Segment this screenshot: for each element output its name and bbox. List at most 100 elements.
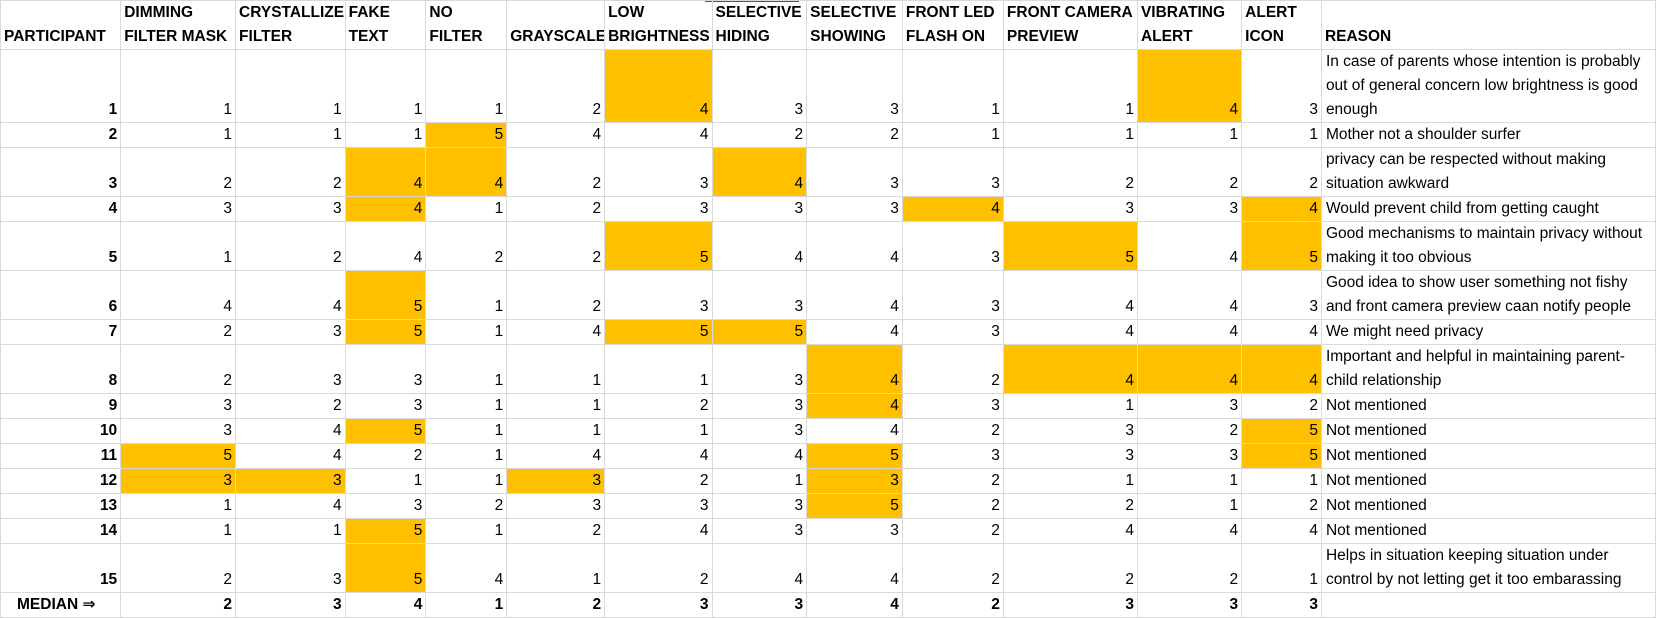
empty-cell[interactable] <box>1320 592 1656 618</box>
column-header[interactable]: ALERT ICON <box>1241 0 1322 50</box>
rating-cell[interactable]: 3 <box>604 493 713 519</box>
rating-cell[interactable]: 1 <box>506 418 606 444</box>
rating-cell[interactable]: 1 <box>1241 468 1322 494</box>
rating-cell[interactable]: 4 <box>235 443 346 469</box>
rating-cell[interactable]: 1 <box>711 468 808 494</box>
rating-cell[interactable]: 3 <box>1002 196 1138 222</box>
rating-cell[interactable]: 4 <box>1136 319 1243 345</box>
rating-cell[interactable]: 4 <box>1002 270 1138 320</box>
rating-cell[interactable]: 4 <box>711 147 808 197</box>
median-cell[interactable]: 3 <box>1136 592 1243 618</box>
rating-cell[interactable]: 4 <box>425 543 508 593</box>
rating-cell[interactable]: 3 <box>120 418 237 444</box>
column-header[interactable]: REASON <box>1320 0 1656 50</box>
participant-cell[interactable]: 10 <box>0 418 122 444</box>
rating-cell[interactable]: 2 <box>1002 493 1138 519</box>
rating-cell[interactable]: 5 <box>806 443 903 469</box>
rating-cell[interactable]: 2 <box>120 319 237 345</box>
rating-cell[interactable]: 1 <box>1002 49 1138 123</box>
rating-cell[interactable]: 1 <box>425 49 508 123</box>
rating-cell[interactable]: 4 <box>604 122 713 148</box>
rating-cell[interactable]: 3 <box>235 468 346 494</box>
reason-cell[interactable]: Not mentioned <box>1320 418 1656 444</box>
rating-cell[interactable]: 4 <box>711 543 808 593</box>
median-cell[interactable]: 2 <box>506 592 606 618</box>
rating-cell[interactable]: 2 <box>506 49 606 123</box>
rating-cell[interactable]: 5 <box>425 122 508 148</box>
column-header[interactable]: FAKE TEXT <box>344 0 427 50</box>
column-header[interactable]: GRAYSCALE <box>506 0 606 50</box>
rating-cell[interactable]: 1 <box>425 393 508 419</box>
rating-cell[interactable]: 2 <box>1136 147 1243 197</box>
rating-cell[interactable]: 1 <box>120 221 237 271</box>
column-header[interactable]: PARTICIPANT <box>0 0 122 50</box>
rating-cell[interactable]: 3 <box>506 468 606 494</box>
rating-cell[interactable]: 1 <box>425 443 508 469</box>
rating-cell[interactable]: 4 <box>806 344 903 394</box>
rating-cell[interactable]: 2 <box>120 147 237 197</box>
rating-cell[interactable]: 3 <box>344 493 427 519</box>
rating-cell[interactable]: 1 <box>344 468 427 494</box>
reason-cell[interactable]: Good idea to show user something not fis… <box>1320 270 1656 320</box>
rating-cell[interactable]: 3 <box>235 543 346 593</box>
participant-cell[interactable]: 2 <box>0 122 122 148</box>
rating-cell[interactable]: 3 <box>806 49 903 123</box>
rating-cell[interactable]: 4 <box>506 319 606 345</box>
rating-cell[interactable]: 2 <box>604 468 713 494</box>
reason-cell[interactable]: Not mentioned <box>1320 518 1656 544</box>
column-header[interactable]: DIMMING FILTER MASK <box>120 0 237 50</box>
reason-cell[interactable]: privacy can be respected without making … <box>1320 147 1656 197</box>
rating-cell[interactable]: 1 <box>120 49 237 123</box>
rating-cell[interactable]: 2 <box>901 543 1004 593</box>
rating-cell[interactable]: 2 <box>901 418 1004 444</box>
rating-cell[interactable]: 1 <box>235 49 346 123</box>
rating-cell[interactable]: 4 <box>235 493 346 519</box>
rating-cell[interactable]: 4 <box>235 418 346 444</box>
rating-cell[interactable]: 5 <box>344 418 427 444</box>
rating-cell[interactable]: 3 <box>806 518 903 544</box>
rating-cell[interactable]: 2 <box>901 518 1004 544</box>
rating-cell[interactable]: 4 <box>344 147 427 197</box>
median-cell[interactable]: 2 <box>120 592 237 618</box>
rating-cell[interactable]: 5 <box>344 543 427 593</box>
rating-cell[interactable]: 2 <box>506 147 606 197</box>
rating-cell[interactable]: 4 <box>1136 221 1243 271</box>
median-label[interactable]: MEDIAN ⇒ <box>0 592 122 618</box>
rating-cell[interactable]: 1 <box>1002 393 1138 419</box>
column-header[interactable]: SELECTIVE SHOWING <box>806 0 903 50</box>
rating-cell[interactable]: 1 <box>120 518 237 544</box>
column-header[interactable]: VIBRATING ALERT <box>1136 0 1243 50</box>
rating-cell[interactable]: 5 <box>1241 418 1322 444</box>
rating-cell[interactable]: 3 <box>1136 393 1243 419</box>
median-cell[interactable]: 4 <box>806 592 903 618</box>
rating-cell[interactable]: 2 <box>506 221 606 271</box>
median-cell[interactable]: 3 <box>711 592 808 618</box>
reason-cell[interactable]: Not mentioned <box>1320 393 1656 419</box>
rating-cell[interactable]: 5 <box>344 270 427 320</box>
rating-cell[interactable]: 2 <box>1241 493 1322 519</box>
median-cell[interactable]: 3 <box>235 592 346 618</box>
rating-cell[interactable]: 2 <box>120 543 237 593</box>
rating-cell[interactable]: 2 <box>344 443 427 469</box>
rating-cell[interactable]: 4 <box>1002 518 1138 544</box>
rating-cell[interactable]: 3 <box>806 468 903 494</box>
rating-cell[interactable]: 3 <box>344 344 427 394</box>
rating-cell[interactable]: 3 <box>901 221 1004 271</box>
participant-cell[interactable]: 1 <box>0 49 122 123</box>
rating-cell[interactable]: 1 <box>235 518 346 544</box>
rating-cell[interactable]: 2 <box>506 518 606 544</box>
rating-cell[interactable]: 2 <box>1002 543 1138 593</box>
rating-cell[interactable]: 4 <box>901 196 1004 222</box>
rating-cell[interactable]: 1 <box>235 122 346 148</box>
rating-cell[interactable]: 1 <box>425 418 508 444</box>
rating-cell[interactable]: 4 <box>604 49 713 123</box>
rating-cell[interactable]: 3 <box>235 344 346 394</box>
participant-cell[interactable]: 8 <box>0 344 122 394</box>
participant-cell[interactable]: 15 <box>0 543 122 593</box>
rating-cell[interactable]: 4 <box>344 221 427 271</box>
rating-cell[interactable]: 5 <box>711 319 808 345</box>
rating-cell[interactable]: 5 <box>1002 221 1138 271</box>
rating-cell[interactable]: 3 <box>1136 196 1243 222</box>
rating-cell[interactable]: 3 <box>711 270 808 320</box>
rating-cell[interactable]: 4 <box>1136 270 1243 320</box>
